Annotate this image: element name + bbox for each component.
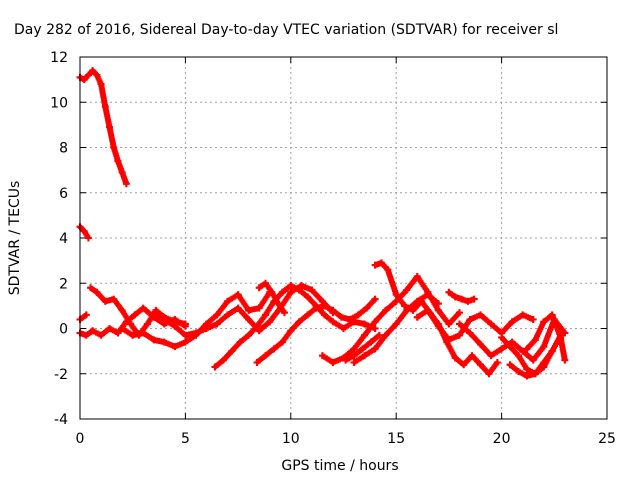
grid-lines (80, 57, 607, 419)
series-trace (445, 289, 478, 305)
y-tick-label: 4 (59, 231, 68, 247)
x-tick-label: 20 (493, 431, 511, 447)
series-trace (342, 332, 383, 364)
y-tick-label: 8 (59, 141, 68, 157)
series-arc-20 (506, 347, 556, 380)
series-arc-9 (253, 295, 379, 366)
series-arc-16 (445, 288, 478, 305)
x-tick-label: 10 (282, 431, 300, 447)
x-axis-label: GPS time / hours (281, 458, 398, 474)
x-tick-label: 0 (76, 431, 85, 447)
series-trace (150, 282, 336, 339)
y-tick-label: 2 (59, 276, 68, 292)
series-arc-15 (413, 306, 537, 344)
x-tick-label: 25 (598, 431, 616, 447)
series-arc-2 (76, 223, 92, 242)
y-axis-label: SDTVAR / TECUs (7, 181, 23, 296)
y-tick-label: 0 (59, 322, 68, 338)
plot-frame (79, 56, 608, 420)
series-arc-14 (350, 291, 442, 366)
chart-title: Day 282 of 2016, Sidereal Day-to-day VTE… (14, 22, 558, 38)
y-tick-label: 12 (50, 50, 68, 66)
series-trace (507, 348, 556, 380)
y-tick-label: -4 (54, 412, 68, 428)
data-series (76, 67, 569, 380)
series-trace (256, 280, 288, 316)
series-arc-11 (318, 272, 463, 366)
x-tick-label: 5 (181, 431, 190, 447)
y-tick-label: -2 (54, 367, 68, 383)
series-arc-7 (150, 282, 337, 339)
y-tick-label: 6 (59, 186, 68, 202)
x-tick-label: 15 (387, 431, 405, 447)
series-trace (254, 296, 379, 366)
y-tick-label: 10 (50, 95, 68, 111)
series-arc-19 (523, 311, 569, 364)
series-trace (351, 291, 442, 366)
series-arc-12 (342, 331, 383, 364)
series-arc-10 (255, 279, 288, 317)
series-trace (523, 311, 568, 364)
